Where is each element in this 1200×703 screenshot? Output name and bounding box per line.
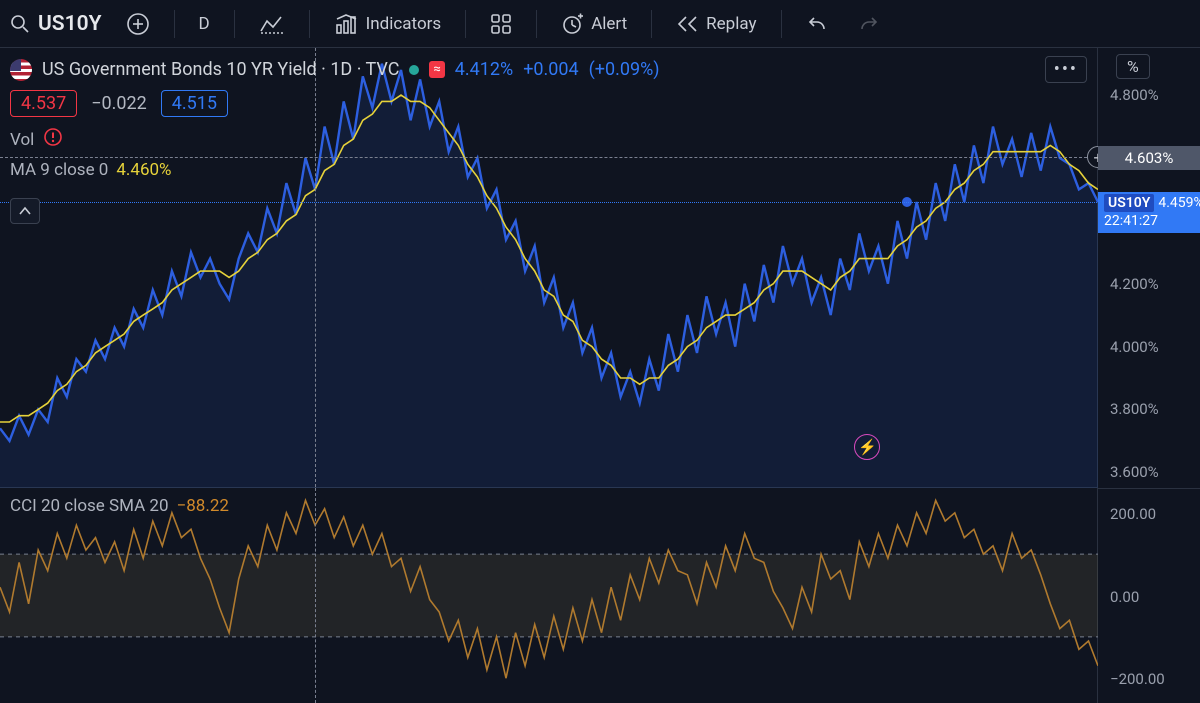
y-tick-label: 3.800% bbox=[1110, 400, 1159, 418]
market-status-dot bbox=[409, 65, 419, 75]
price-pane[interactable]: ⚡ US Government Bonds 10 YR Yield · 1D ·… bbox=[0, 48, 1097, 488]
redo-button[interactable] bbox=[852, 11, 886, 37]
crosshair-vertical bbox=[315, 48, 316, 487]
layouts-button[interactable] bbox=[484, 9, 518, 39]
ohlc-row: 4.537 −0.022 4.515 bbox=[10, 90, 228, 117]
replay-label: Replay bbox=[706, 14, 756, 34]
chart-column: ⚡ US Government Bonds 10 YR Yield · 1D ·… bbox=[0, 48, 1098, 703]
y-tick-label: 4.200% bbox=[1110, 275, 1159, 293]
crosshair-horizontal bbox=[0, 157, 1097, 158]
collapse-button[interactable] bbox=[10, 198, 40, 224]
redo-icon bbox=[858, 15, 880, 33]
ohlc-sell-box[interactable]: 4.537 bbox=[10, 90, 77, 117]
cursor-price-label: 4.603% bbox=[1098, 146, 1200, 170]
last-price-line bbox=[0, 202, 1097, 203]
ma-row: MA 9 close 0 4.460% bbox=[10, 160, 172, 180]
y-tick-label: 0.00 bbox=[1110, 588, 1139, 606]
top-toolbar: US10Y D Indicators Alert Replay bbox=[0, 0, 1200, 48]
plus-circle-icon bbox=[126, 12, 150, 36]
divider bbox=[234, 10, 235, 38]
y-tick-label: 200.00 bbox=[1110, 505, 1156, 523]
ohlc-diff: −0.022 bbox=[91, 93, 147, 114]
chart-title: US Government Bonds 10 YR Yield · 1D · T… bbox=[42, 59, 399, 80]
y-tick-label: −200.00 bbox=[1110, 670, 1165, 688]
interval-label: D bbox=[199, 14, 210, 34]
alert-button[interactable]: Alert bbox=[555, 8, 633, 40]
add-symbol-button[interactable] bbox=[120, 8, 156, 40]
y-axis-column[interactable]: % 4.800%4.200%4.000%3.800%3.600%+4.603%U… bbox=[1098, 48, 1200, 703]
interval-button[interactable]: D bbox=[193, 10, 216, 38]
y-axis-price: 4.800%4.200%4.000%3.800%3.600%+4.603%US1… bbox=[1098, 48, 1200, 488]
divider bbox=[465, 10, 466, 38]
flag-us-icon bbox=[10, 59, 32, 81]
chevron-up-icon bbox=[18, 206, 32, 216]
cci-chart-svg bbox=[0, 488, 1098, 703]
more-button[interactable]: ••• bbox=[1045, 56, 1087, 83]
alert-label: Alert bbox=[591, 14, 627, 34]
y-axis-cci: 200.00 0.00 −200.00 bbox=[1098, 488, 1200, 703]
divider bbox=[651, 10, 652, 38]
y-tick-label: 4.800% bbox=[1110, 86, 1159, 104]
chart-style-icon bbox=[259, 13, 285, 35]
undo-icon bbox=[806, 15, 828, 33]
layout-grid-icon bbox=[490, 13, 512, 35]
divider bbox=[309, 10, 310, 38]
change-pct: (+0.09%) bbox=[589, 59, 660, 80]
cci-legend: CCI 20 close SMA 20 −88.22 bbox=[10, 496, 229, 516]
replay-icon bbox=[676, 14, 700, 34]
ma-label: MA 9 close 0 bbox=[10, 160, 108, 180]
replay-button[interactable]: Replay bbox=[670, 10, 762, 38]
chart-legend: US Government Bonds 10 YR Yield · 1D · T… bbox=[10, 56, 1087, 83]
divider bbox=[174, 10, 175, 38]
volume-row: Vol bbox=[10, 128, 62, 151]
symbol-search[interactable]: US10Y bbox=[10, 12, 102, 36]
vol-label: Vol bbox=[10, 130, 34, 150]
indicators-icon bbox=[334, 13, 360, 35]
cci-pane[interactable]: CCI 20 close SMA 20 −88.22 bbox=[0, 488, 1097, 703]
ohlc-buy-box[interactable]: 4.515 bbox=[161, 90, 228, 117]
divider bbox=[536, 10, 537, 38]
approx-badge: ≈ bbox=[429, 61, 444, 78]
indicators-button[interactable]: Indicators bbox=[328, 9, 448, 39]
indicators-label: Indicators bbox=[366, 14, 442, 34]
live-price-label: US10Y4.459%22:41:27 bbox=[1098, 192, 1200, 233]
crosshair-vertical bbox=[315, 488, 316, 703]
chart-style-button[interactable] bbox=[253, 9, 291, 39]
y-tick-label: 3.600% bbox=[1110, 463, 1159, 481]
divider bbox=[781, 10, 782, 38]
search-icon bbox=[10, 14, 30, 34]
vol-warning-icon[interactable] bbox=[44, 128, 62, 151]
main-area: ⚡ US Government Bonds 10 YR Yield · 1D ·… bbox=[0, 48, 1200, 703]
alert-clock-icon bbox=[561, 12, 585, 36]
y-tick-label: 4.000% bbox=[1110, 338, 1159, 356]
cci-label: CCI 20 close SMA 20 bbox=[10, 496, 169, 516]
undo-button[interactable] bbox=[800, 11, 834, 37]
last-value: 4.412% bbox=[455, 59, 513, 80]
change-abs: +0.004 bbox=[523, 59, 578, 80]
symbol-text: US10Y bbox=[38, 12, 102, 36]
ma-value: 4.460% bbox=[116, 160, 171, 180]
cci-value: −88.22 bbox=[177, 496, 229, 516]
